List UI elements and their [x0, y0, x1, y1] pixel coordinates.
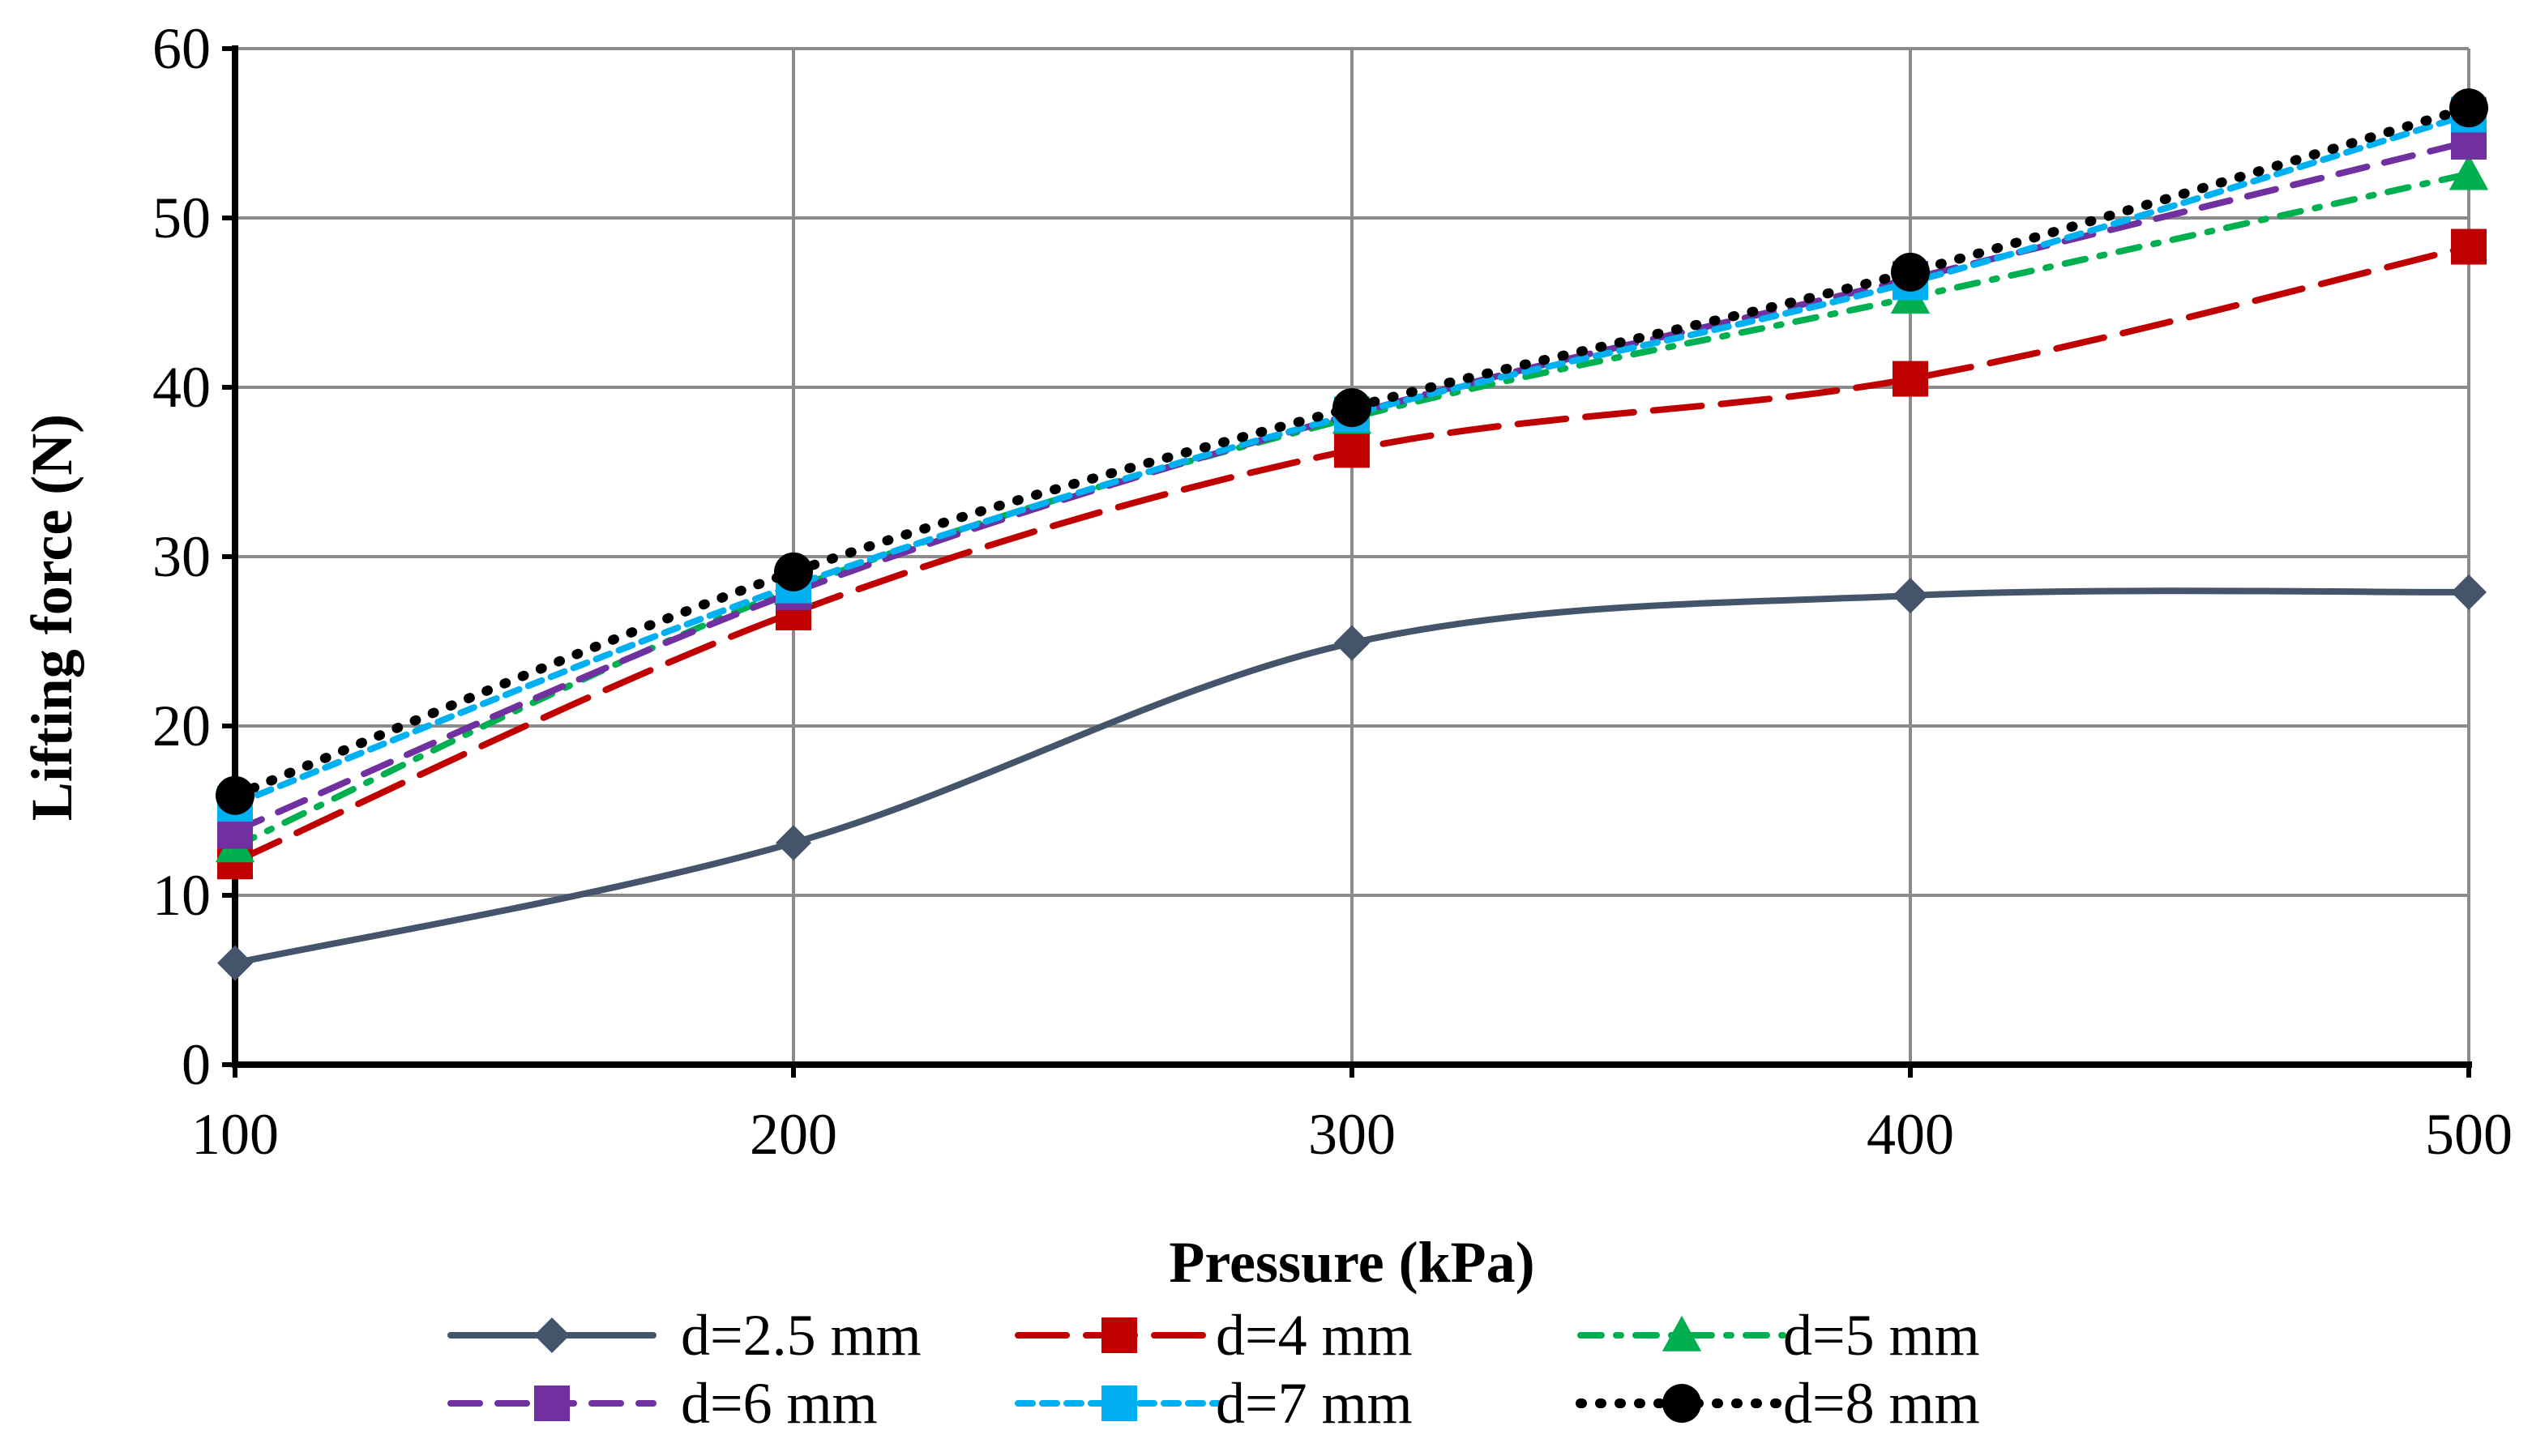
- data-point-circle: [1332, 388, 1371, 428]
- tick-labels: 0 10 20 30 40 50 60 100 200 300 400 500: [152, 16, 2513, 1167]
- data-point-diamond: [776, 825, 811, 861]
- data-point-square: [1334, 432, 1370, 468]
- data-point-diamond: [217, 945, 253, 981]
- y-tick-label: 0: [182, 1032, 211, 1097]
- x-tick-label: 100: [191, 1102, 279, 1167]
- x-tick-label: 400: [1867, 1102, 1954, 1167]
- legend-marker-square: [1101, 1317, 1137, 1353]
- x-axis-title: Pressure (kPa): [1169, 1230, 1534, 1295]
- series-lines: [215, 88, 2489, 981]
- legend-marker-circle: [1662, 1384, 1701, 1423]
- y-axis-title: Lifting force (N): [19, 414, 84, 822]
- legend-label: d=6 mm: [681, 1371, 878, 1436]
- y-tick-label: 30: [152, 524, 211, 589]
- data-point-triangle: [2449, 154, 2489, 190]
- legend-label: d=7 mm: [1216, 1371, 1413, 1436]
- legend-label: d=4 mm: [1216, 1303, 1413, 1368]
- data-point-circle: [774, 552, 813, 591]
- y-tick-label: 50: [152, 186, 211, 250]
- legend-label: d=2.5 mm: [681, 1303, 922, 1368]
- data-point-circle: [216, 775, 254, 815]
- data-point-diamond: [1334, 625, 1370, 661]
- legend-marker-square: [1101, 1386, 1137, 1421]
- legend-item: d=4 mm: [1015, 1303, 1413, 1368]
- data-point-circle: [1891, 252, 1930, 292]
- series-d-2-5-mm: [217, 574, 2487, 981]
- series-d-8-mm: [216, 88, 2488, 815]
- legend-marker-square: [534, 1386, 570, 1421]
- x-tick-label: 500: [2425, 1102, 2513, 1167]
- axes: [222, 45, 2472, 1078]
- data-point-diamond: [2451, 574, 2487, 610]
- legend-item: d=5 mm: [1577, 1303, 1980, 1368]
- legend-item: d=2.5 mm: [447, 1303, 922, 1368]
- y-tick-label: 60: [152, 16, 211, 81]
- y-tick-label: 40: [152, 355, 211, 420]
- legend-label: d=8 mm: [1783, 1371, 1980, 1436]
- legend-item: d=8 mm: [1576, 1371, 1980, 1436]
- data-point-circle: [2449, 88, 2488, 128]
- data-point-diamond: [1893, 578, 1928, 614]
- y-tick-label: 20: [152, 694, 211, 758]
- legend: d=2.5 mm d=4 mm d=5 mm d=6 mm d=7 mm d=8 mm: [447, 1303, 1980, 1436]
- x-tick-label: 200: [750, 1102, 837, 1167]
- legend-item: d=7 mm: [1015, 1371, 1413, 1436]
- legend-label: d=5 mm: [1783, 1303, 1980, 1368]
- legend-marker-triangle: [1662, 1315, 1702, 1351]
- legend-item: d=6 mm: [447, 1371, 878, 1436]
- legend-marker-diamond: [534, 1317, 570, 1353]
- y-tick-label: 10: [152, 863, 211, 928]
- x-tick-label: 300: [1308, 1102, 1396, 1167]
- data-point-square: [1893, 361, 1928, 397]
- data-point-square: [2451, 228, 2487, 265]
